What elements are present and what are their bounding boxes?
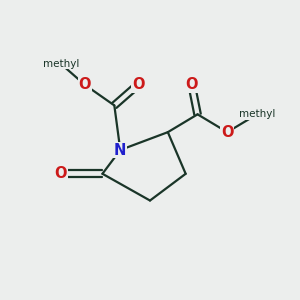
- Text: O: O: [78, 77, 91, 92]
- Text: methyl: methyl: [239, 109, 275, 119]
- Text: N: N: [114, 142, 127, 158]
- Text: O: O: [185, 77, 198, 92]
- Text: O: O: [132, 77, 144, 92]
- Text: O: O: [221, 125, 233, 140]
- Text: methyl: methyl: [43, 59, 79, 69]
- Text: O: O: [55, 166, 67, 181]
